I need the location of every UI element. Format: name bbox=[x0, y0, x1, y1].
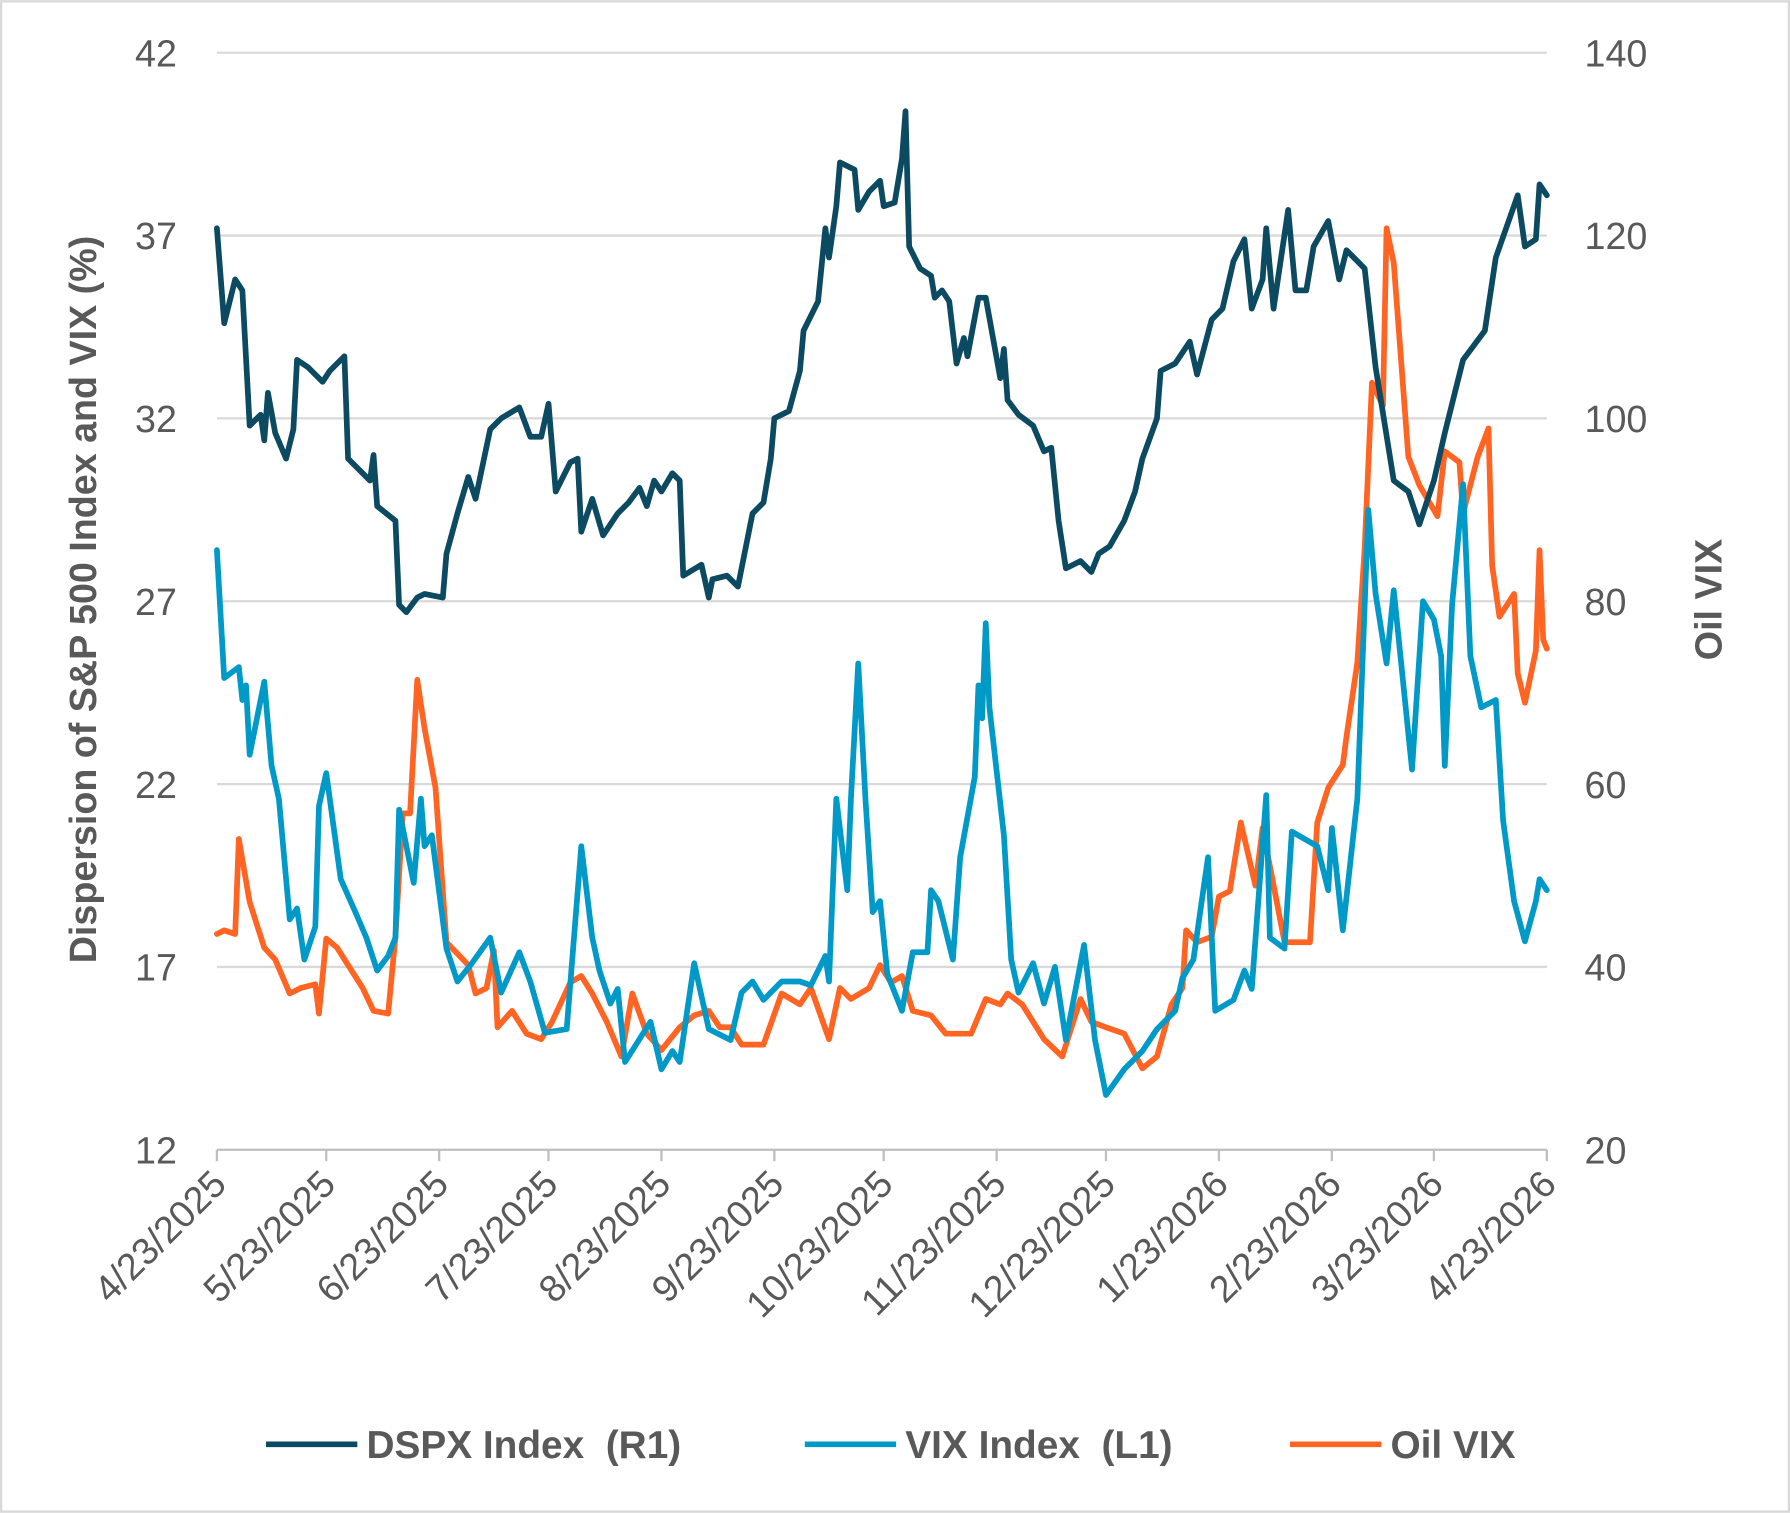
legend-label: DSPX Index (R1) bbox=[366, 1424, 681, 1467]
left-tick-label: 37 bbox=[135, 215, 177, 257]
series-line-dspx bbox=[214, 108, 1550, 616]
right-axis-title: Oil VIX bbox=[1688, 539, 1730, 660]
legend-label: VIX Index (L1) bbox=[905, 1424, 1172, 1467]
right-tick-label: 140 bbox=[1585, 32, 1648, 74]
right-tick-label: 40 bbox=[1585, 947, 1627, 989]
left-tick-label: 22 bbox=[135, 764, 177, 806]
series-line-vix bbox=[214, 481, 1550, 1098]
left-axis-title: Dispersion of S&P 500 Index and VIX (%) bbox=[62, 236, 104, 964]
left-tick-label: 42 bbox=[135, 32, 177, 74]
right-tick-label: 20 bbox=[1585, 1129, 1627, 1171]
legend-label: Oil VIX bbox=[1390, 1424, 1515, 1467]
right-tick-label: 60 bbox=[1585, 764, 1627, 806]
legend-item: VIX Index (L1) bbox=[804, 1424, 1173, 1467]
gridlines bbox=[216, 51, 1547, 969]
right-tick-label: 120 bbox=[1585, 215, 1648, 257]
left-tick-label: 32 bbox=[135, 398, 177, 440]
left-tick-label: 27 bbox=[135, 581, 177, 623]
legend-item: Oil VIX bbox=[1289, 1424, 1516, 1467]
right-tick-label: 80 bbox=[1585, 581, 1627, 623]
legend-item: DSPX Index (R1) bbox=[265, 1424, 681, 1467]
legend: DSPX Index (R1) VIX Index (L1) Oil VIX bbox=[265, 1424, 1516, 1467]
left-tick-label: 17 bbox=[135, 947, 177, 989]
right-axis-tick-labels: 20 40 60 80 100 120 140 bbox=[1585, 32, 1648, 1171]
series-lines bbox=[214, 108, 1550, 1098]
right-tick-label: 100 bbox=[1585, 398, 1648, 440]
left-tick-label: 12 bbox=[135, 1129, 177, 1171]
left-axis-tick-labels: 12 17 22 27 32 37 42 bbox=[135, 32, 177, 1171]
